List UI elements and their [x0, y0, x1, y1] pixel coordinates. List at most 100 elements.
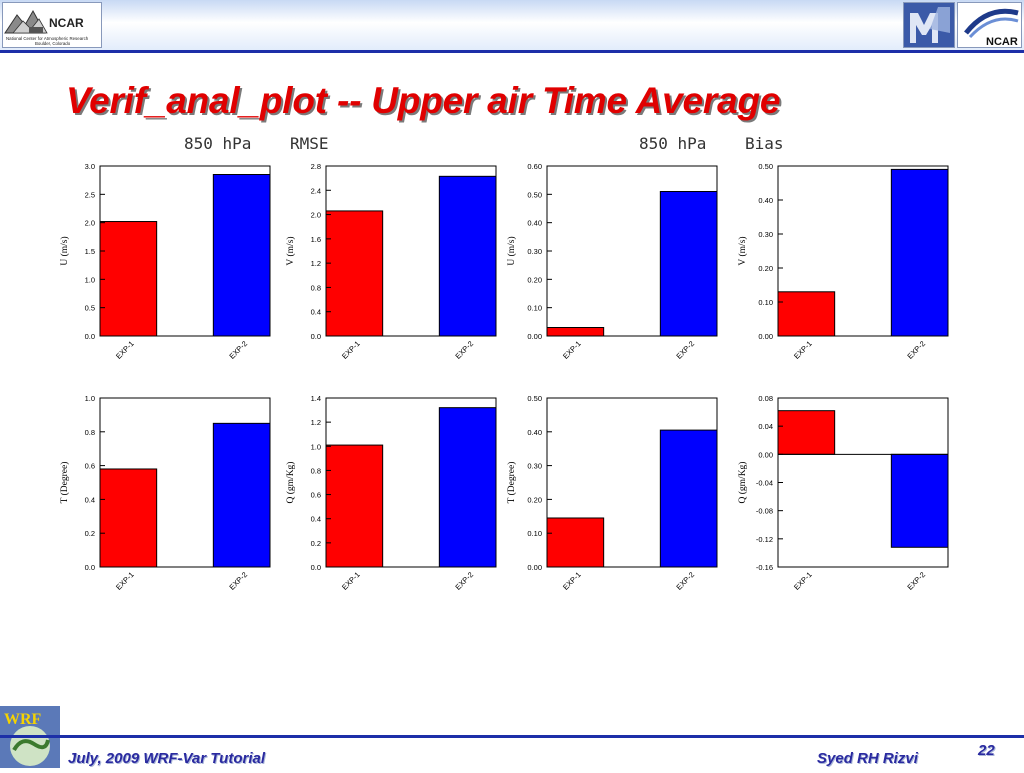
y-tick-label: 0.2	[85, 529, 95, 538]
chart-7: 0.00 0.10 0.20 0.30 0.40 0.50 T (Degree) EXP-1 E…	[506, 394, 718, 592]
y-axis-label: U (m/s)	[506, 236, 517, 265]
bar-exp-1	[777, 291, 836, 337]
y-tick-label: 0.00	[527, 332, 542, 341]
y-tick-label: 0.00	[527, 563, 542, 572]
y-tick-label: 0.10	[527, 304, 542, 313]
y-tick-label: 0.00	[758, 450, 773, 459]
bar-exp-1	[99, 221, 158, 337]
y-tick-label: 0.10	[527, 529, 542, 538]
chart-3: 0.00 0.10 0.20 0.30 0.40 0.50 0.60 U (m/s) EXP-1…	[506, 162, 718, 361]
plot-frame	[325, 397, 497, 568]
y-tick-label: 2.0	[85, 219, 95, 228]
y-tick-label: 0.04	[758, 422, 773, 431]
page-number: 22	[978, 742, 995, 759]
y-tick-label: 0.6	[85, 462, 95, 471]
y-tick-label: 0.08	[758, 394, 773, 403]
svg-text:NCAR: NCAR	[49, 16, 84, 30]
y-tick-label: 0.40	[527, 219, 542, 228]
y-tick-label: 0.8	[85, 428, 95, 437]
footer-rule	[0, 735, 1024, 738]
bar-exp-1	[325, 210, 384, 337]
bar-exp-2	[659, 429, 718, 568]
svg-text:Boulder, Colorado: Boulder, Colorado	[35, 41, 71, 46]
ncar-logo-right: NCAR	[957, 2, 1022, 48]
x-category-label: EXP-2	[453, 570, 475, 592]
y-tick-label: 0.0	[311, 563, 321, 572]
plot-frame	[325, 165, 497, 337]
svg-text:WRF: WRF	[4, 711, 42, 728]
x-category-label: EXP-1	[340, 570, 362, 592]
y-tick-label: 0.10	[758, 298, 773, 307]
bar-exp-1	[546, 327, 605, 337]
y-tick-label: 1.0	[85, 394, 95, 403]
rmse-panel-label: 850 hPa RMSE	[184, 134, 329, 153]
x-category-label: EXP-2	[227, 339, 249, 361]
footer-tutorial-label: July, 2009 WRF-Var Tutorial	[68, 750, 265, 767]
x-category-label: EXP-1	[792, 339, 814, 361]
y-tick-label: 0.4	[311, 515, 321, 524]
y-tick-label: 2.8	[311, 162, 321, 171]
x-category-label: EXP-1	[792, 570, 814, 592]
chart-6: 0.0 0.2 0.4 0.6 0.8 1.0 1.2 1.4 Q (gm/Kg) EXP-1 EX…	[285, 394, 497, 592]
y-tick-label: 0.4	[85, 495, 95, 504]
y-tick-label: 0.8	[311, 283, 321, 292]
y-axis-label: V (m/s)	[285, 236, 296, 265]
x-category-label: EXP-2	[453, 339, 475, 361]
y-axis-label: V (m/s)	[737, 236, 748, 265]
plot-frame	[99, 397, 271, 568]
y-tick-label: 0.30	[758, 230, 773, 239]
y-tick-label: -0.12	[756, 535, 773, 544]
y-tick-label: 0.20	[527, 275, 542, 284]
y-axis-label: U (m/s)	[59, 236, 70, 265]
y-tick-label: 0.50	[527, 190, 542, 199]
y-tick-label: 0.20	[527, 495, 542, 504]
y-axis-label: T (Degree)	[506, 462, 517, 504]
y-tick-label: 0.0	[311, 332, 321, 341]
y-tick-label: 0.30	[527, 247, 542, 256]
y-tick-label: 1.6	[311, 235, 321, 244]
bar-exp-2	[438, 407, 497, 568]
y-tick-label: 0.6	[311, 491, 321, 500]
bar-exp-1	[777, 410, 836, 455]
bar-exp-2	[212, 174, 271, 337]
x-category-label: EXP-2	[227, 570, 249, 592]
y-tick-label: 1.2	[311, 418, 321, 427]
slide-title: Verif_anal_plot -- Upper air Time Averag…	[66, 80, 781, 121]
y-tick-label: -0.08	[756, 507, 773, 516]
footer-author: Syed RH Rizvi	[817, 750, 918, 767]
bar-exp-2	[890, 453, 949, 548]
x-category-label: EXP-2	[674, 570, 696, 592]
slide-header	[0, 0, 1024, 50]
x-category-label: EXP-1	[561, 570, 583, 592]
bar-exp-1	[546, 517, 605, 568]
svg-text:NCAR: NCAR	[986, 36, 1018, 47]
chart-5: 0.0 0.2 0.4 0.6 0.8 1.0 T (Degree) EXP-1 EXP-2	[59, 394, 271, 592]
y-tick-label: 0.20	[758, 264, 773, 273]
y-tick-label: 0.00	[758, 332, 773, 341]
plot-frame	[546, 397, 718, 568]
bar-exp-2	[438, 175, 497, 337]
chart-1: 0.0 0.5 1.0 1.5 2.0 2.5 3.0 U (m/s) EXP-1 EXP-2	[59, 162, 271, 361]
y-tick-label: 0.4	[311, 308, 321, 317]
y-tick-label: 0.0	[85, 332, 95, 341]
x-category-label: EXP-2	[905, 339, 927, 361]
ncar-logo-left: NCAR National Center for Atmospheric Res…	[2, 2, 102, 48]
chart-8: -0.16 -0.12 -0.08 -0.04 0.00 0.04 0.08 Q (gm/Kg…	[737, 394, 949, 592]
y-tick-label: 0.30	[527, 462, 542, 471]
y-tick-label: 0.2	[311, 539, 321, 548]
header-rule	[0, 50, 1024, 53]
chart-4: 0.00 0.10 0.20 0.30 0.40 0.50 V (m/s) EXP-1 EXP-…	[737, 162, 949, 361]
x-category-label: EXP-1	[340, 339, 362, 361]
y-tick-label: 0.50	[527, 394, 542, 403]
y-tick-label: 0.8	[311, 466, 321, 475]
y-axis-label: Q (gm/Kg)	[737, 462, 748, 504]
y-tick-label: -0.04	[756, 479, 773, 488]
y-tick-label: 1.4	[311, 394, 321, 403]
y-tick-label: 0.5	[85, 304, 95, 313]
y-tick-label: 3.0	[85, 162, 95, 171]
y-tick-label: 0.40	[758, 196, 773, 205]
plot-frame	[777, 165, 949, 337]
x-category-label: EXP-2	[674, 339, 696, 361]
y-tick-label: 1.2	[311, 259, 321, 268]
